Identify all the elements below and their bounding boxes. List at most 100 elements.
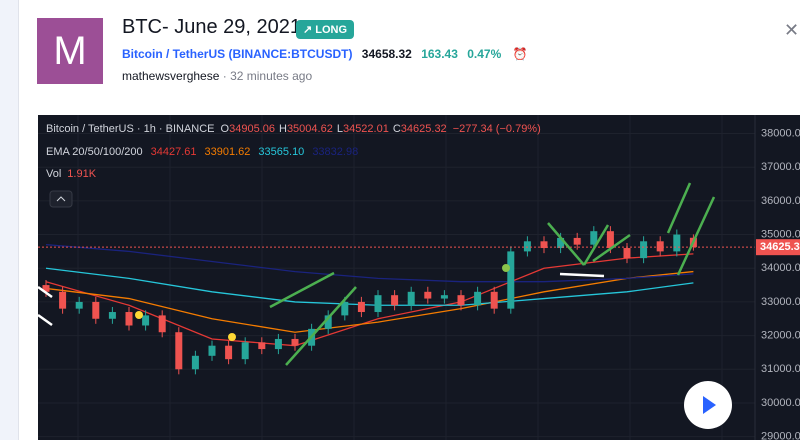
- candle-body: [457, 295, 465, 306]
- legend-text: 34625.32: [401, 123, 447, 135]
- y-tick-label: 38000.00: [761, 127, 800, 139]
- candle-body: [573, 237, 581, 245]
- candle-body: [142, 315, 150, 326]
- candle-body: [324, 315, 332, 329]
- marker-dot: [135, 311, 143, 319]
- candle-body: [258, 342, 266, 350]
- play-icon: [703, 396, 716, 414]
- close-button[interactable]: ✕: [784, 20, 800, 40]
- side-strip: [0, 0, 19, 440]
- drawing-line: [582, 224, 610, 266]
- candle-body: [274, 338, 282, 350]
- candle-body: [424, 291, 432, 299]
- candle-body: [673, 234, 681, 252]
- drawing-line: [38, 313, 53, 327]
- legend-text: 34427.61: [151, 146, 197, 158]
- avatar[interactable]: M: [37, 18, 103, 84]
- candle-body: [225, 345, 233, 360]
- y-tick-label: 34000.00: [761, 262, 800, 274]
- badge-text: LONG: [315, 24, 348, 36]
- candle-body: [590, 231, 598, 245]
- candle-body: [291, 338, 299, 346]
- change: 163.43: [421, 47, 458, 61]
- legend-toggle[interactable]: [49, 190, 73, 208]
- legend-text: 34522.01: [343, 123, 389, 135]
- candle-body: [191, 355, 199, 370]
- candle-body: [606, 231, 614, 249]
- candle-body: [557, 237, 565, 249]
- candle-body: [175, 332, 183, 370]
- drawing-line: [592, 233, 631, 263]
- candle-body: [523, 241, 531, 252]
- author[interactable]: mathewsverghese: [122, 69, 220, 83]
- drawing-line: [666, 182, 692, 234]
- y-tick-label: 33000.00: [761, 296, 800, 308]
- y-tick-label: 36000.00: [761, 195, 800, 207]
- candle-body: [474, 291, 482, 306]
- chart: 38000.00 37000.00 36000.00 35000.00 34000.00…: [38, 115, 800, 440]
- y-tick-label: 35000.00: [761, 228, 800, 240]
- last-price-label: 34625.32: [760, 241, 800, 253]
- candle-body: [490, 291, 498, 309]
- candle-body: [374, 295, 382, 313]
- candle-body: [42, 285, 50, 292]
- chevron-icon: [56, 196, 66, 202]
- drawing-line: [269, 271, 335, 309]
- candle-body: [407, 291, 415, 306]
- price-axis-labels: 38000.00 37000.00 36000.00 35000.00 34000.00…: [756, 127, 800, 440]
- time: 32 minutes ago: [230, 69, 313, 83]
- legend-text: Vol: [46, 168, 61, 180]
- y-tick-label: 31000.00: [761, 363, 800, 375]
- drawing-line: [547, 222, 585, 266]
- legend-text: EMA 20/50/100/200: [46, 146, 143, 158]
- legend-text: Bitcoin / TetherUS · 1h · BINANCE: [46, 123, 215, 135]
- ema-line: [45, 270, 694, 333]
- symbol-link[interactable]: Bitcoin / TetherUS: [122, 47, 226, 61]
- candle-body: [640, 241, 648, 259]
- candle-body: [241, 342, 249, 360]
- candle-body: [507, 251, 515, 309]
- y-tick-label: 29000.00: [761, 431, 800, 440]
- y-tick-label: 30000.00: [761, 397, 800, 409]
- candle-body: [540, 241, 548, 249]
- alarm-icon[interactable]: ⏰: [512, 47, 528, 61]
- idea-title: BTC- June 29, 2021: [122, 16, 301, 38]
- legend-text: 33565.10: [258, 146, 304, 158]
- legend-text: 33832.98: [312, 146, 358, 158]
- drawing-line: [38, 285, 53, 299]
- candle-body: [125, 312, 133, 326]
- y-tick-label: 32000.00: [761, 330, 800, 342]
- drawings: [38, 182, 716, 366]
- candle-body: [108, 312, 116, 319]
- change-pct: 0.47%: [467, 47, 502, 61]
- price-axis: [755, 115, 800, 440]
- legend-text: 1.91K: [67, 168, 96, 180]
- last-price-tag: [756, 239, 800, 256]
- symbol-line: Bitcoin / TetherUS (BINANCE:BTCUSDT) 346…: [122, 47, 528, 61]
- ema-line: [45, 244, 694, 283]
- marker-dot: [228, 333, 236, 341]
- candle-body: [357, 301, 365, 313]
- y-tick-label: 37000.00: [761, 161, 800, 173]
- candle-body: [158, 315, 166, 333]
- legend-text: C: [393, 123, 401, 135]
- legend: Bitcoin / TetherUS · 1h · BINANCE O 34905.…: [46, 123, 541, 180]
- legend-text: L: [337, 123, 343, 135]
- candle-body: [92, 301, 100, 319]
- ema-line: [45, 253, 694, 347]
- marker-dot: [502, 264, 510, 272]
- drawing-line: [676, 196, 716, 276]
- author-line: mathewsverghese · 32 minutes ago: [122, 69, 313, 83]
- candle-body: [59, 291, 67, 309]
- candle-body: [391, 295, 399, 306]
- exchange-link[interactable]: (BINANCE:BTCUSDT): [228, 47, 353, 61]
- candle-body: [75, 301, 83, 309]
- candle-body: [623, 248, 631, 259]
- price: 34658.32: [361, 47, 412, 61]
- legend-text: 34905.06: [229, 123, 275, 135]
- drawing-line: [285, 286, 357, 366]
- legend-text: O: [221, 123, 230, 135]
- legend-text: 35004.62: [287, 123, 333, 135]
- legend-text: H: [279, 123, 287, 135]
